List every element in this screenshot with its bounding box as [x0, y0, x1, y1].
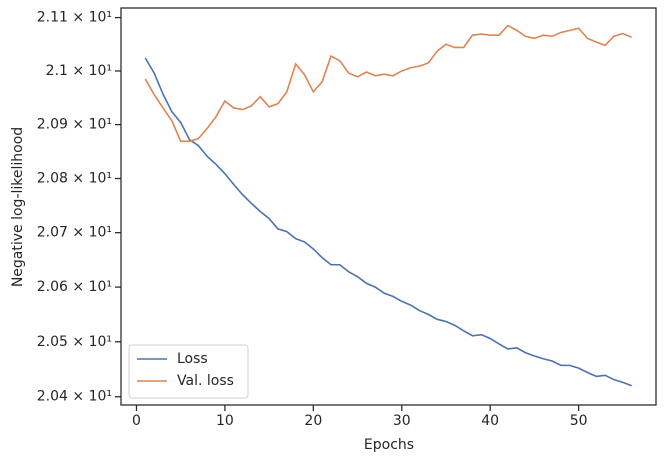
- x-tick-label: 50: [570, 413, 588, 429]
- x-tick-label: 30: [393, 413, 411, 429]
- y-tick-label: 2.08 × 10¹: [37, 171, 112, 187]
- y-tick-label: 2.1 × 10¹: [46, 63, 112, 79]
- legend-label: Loss: [177, 351, 208, 367]
- x-tick-label: 40: [481, 413, 499, 429]
- x-tick-label: 10: [216, 413, 234, 429]
- legend-label: Val. loss: [177, 373, 234, 389]
- y-tick-label: 2.04 × 10¹: [37, 389, 112, 405]
- series-line: [144, 24, 632, 143]
- x-tick-label: 20: [304, 413, 322, 429]
- y-tick-label: 2.09 × 10¹: [37, 117, 112, 133]
- x-axis-label: Epochs: [364, 437, 414, 453]
- y-tick-label: 2.05 × 10¹: [37, 334, 112, 350]
- series-line: [144, 57, 632, 387]
- y-tick-label: 2.11 × 10¹: [37, 10, 112, 26]
- y-tick-label: 2.06 × 10¹: [37, 279, 112, 295]
- y-axis-label: Negative log-likelihood: [10, 127, 26, 287]
- y-tick-label: 2.07 × 10¹: [37, 225, 112, 241]
- plot-area: [120, 7, 657, 406]
- x-tick-label: 0: [132, 413, 141, 429]
